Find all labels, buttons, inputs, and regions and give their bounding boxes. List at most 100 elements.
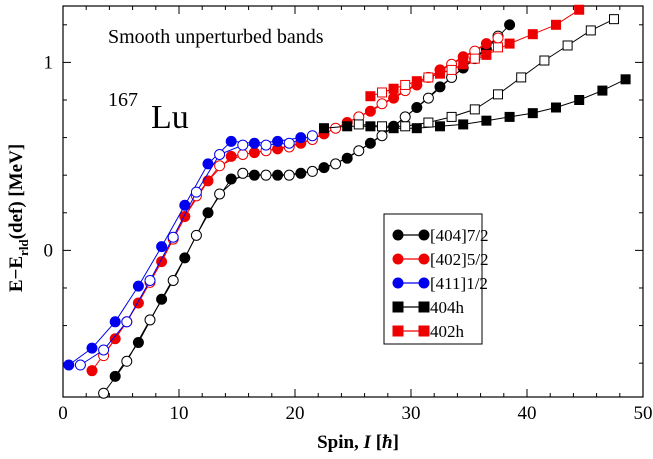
data-point bbox=[365, 121, 376, 132]
legend-entry: 402h bbox=[392, 322, 465, 341]
data-point bbox=[214, 188, 226, 200]
y-tick-label: 1 bbox=[44, 52, 54, 73]
data-point bbox=[423, 72, 434, 83]
data-point bbox=[283, 137, 295, 149]
data-point bbox=[364, 105, 376, 117]
data-point bbox=[109, 316, 121, 328]
legend-label: 404h bbox=[430, 298, 465, 317]
data-point bbox=[493, 42, 503, 53]
series bbox=[74, 130, 318, 371]
data-point bbox=[492, 32, 504, 44]
data-point bbox=[400, 79, 411, 90]
data-point bbox=[330, 122, 342, 134]
legend-entry: [402]5/2 bbox=[392, 250, 489, 269]
x-tick-label: 10 bbox=[170, 403, 189, 424]
legend-items: [404]7/2 [402]5/2 [411]1/2 404h 402h bbox=[392, 226, 489, 341]
data-point bbox=[469, 53, 480, 64]
x-tick-label: 50 bbox=[634, 403, 653, 424]
series bbox=[63, 132, 307, 371]
data-point bbox=[392, 253, 404, 265]
data-point bbox=[214, 149, 226, 161]
data-point bbox=[562, 40, 573, 51]
data-point bbox=[190, 229, 202, 241]
data-point bbox=[418, 325, 430, 337]
data-point bbox=[365, 91, 376, 102]
x-tick-label: 40 bbox=[518, 403, 537, 424]
data-point bbox=[574, 94, 585, 105]
legend-label: [411]1/2 bbox=[430, 274, 488, 293]
data-point bbox=[156, 241, 168, 253]
data-point bbox=[418, 253, 430, 265]
data-point bbox=[435, 121, 445, 132]
data-point bbox=[376, 130, 388, 142]
data-point bbox=[306, 165, 318, 177]
legend: [404]7/2 [402]5/2 [411]1/2 404h 402h bbox=[383, 213, 489, 345]
data-point bbox=[376, 98, 388, 110]
data-point bbox=[392, 325, 404, 337]
legend-label: 402h bbox=[430, 322, 465, 341]
data-point bbox=[493, 89, 503, 100]
nucleus-mass: 167 bbox=[108, 89, 138, 111]
data-point bbox=[504, 111, 515, 122]
data-point bbox=[574, 4, 585, 15]
data-point bbox=[609, 14, 619, 25]
data-point bbox=[74, 359, 86, 371]
series-layer bbox=[63, 4, 631, 399]
data-point bbox=[167, 231, 179, 243]
data-point bbox=[551, 19, 561, 30]
data-point bbox=[144, 274, 156, 286]
data-point bbox=[248, 137, 260, 149]
legend-label: [404]7/2 bbox=[430, 226, 489, 245]
data-point bbox=[202, 158, 214, 170]
data-point bbox=[121, 355, 133, 367]
data-point bbox=[481, 115, 492, 126]
data-point bbox=[411, 123, 422, 134]
data-point bbox=[98, 344, 110, 356]
data-point bbox=[86, 365, 98, 377]
data-point bbox=[446, 64, 457, 75]
header-annotation: Smooth unperturbed bands bbox=[108, 26, 324, 48]
data-point bbox=[504, 38, 515, 49]
data-point bbox=[504, 19, 516, 31]
data-point bbox=[458, 119, 469, 130]
data-point bbox=[527, 108, 538, 119]
y-axis-label: E−Erld(def) [MeV] bbox=[6, 144, 31, 292]
axis-tick-labels: 0 10 20 30 40 50 0 1 bbox=[44, 52, 653, 424]
data-point bbox=[330, 158, 342, 170]
data-point bbox=[527, 29, 538, 40]
x-tick-label: 0 bbox=[58, 403, 68, 424]
data-point bbox=[190, 186, 202, 198]
data-point bbox=[306, 130, 318, 142]
data-point bbox=[225, 135, 237, 147]
data-point bbox=[418, 301, 430, 313]
data-point bbox=[86, 342, 98, 354]
data-point bbox=[353, 119, 364, 130]
data-point bbox=[399, 111, 411, 123]
data-point bbox=[132, 280, 144, 292]
y-tick-label: 0 bbox=[44, 240, 54, 261]
plot-frame bbox=[62, 5, 644, 398]
x-axis-label: Spin, I [ħ] bbox=[317, 432, 399, 453]
data-point bbox=[516, 72, 527, 83]
series bbox=[377, 42, 503, 98]
series bbox=[98, 30, 504, 399]
data-point bbox=[214, 160, 226, 172]
data-point bbox=[167, 274, 179, 286]
series-line bbox=[358, 18, 615, 127]
data-point bbox=[319, 123, 329, 134]
data-point bbox=[283, 169, 295, 181]
legend-label: [402]5/2 bbox=[430, 250, 489, 269]
data-point bbox=[121, 316, 133, 328]
data-point bbox=[388, 123, 399, 134]
data-point bbox=[620, 74, 631, 85]
series bbox=[353, 14, 619, 132]
data-point bbox=[237, 167, 249, 179]
data-point bbox=[392, 229, 404, 241]
data-point bbox=[377, 121, 387, 132]
data-point bbox=[392, 301, 404, 313]
data-point bbox=[446, 111, 457, 122]
data-point bbox=[418, 277, 430, 289]
data-point bbox=[423, 117, 434, 128]
axis-ticks bbox=[62, 6, 644, 397]
